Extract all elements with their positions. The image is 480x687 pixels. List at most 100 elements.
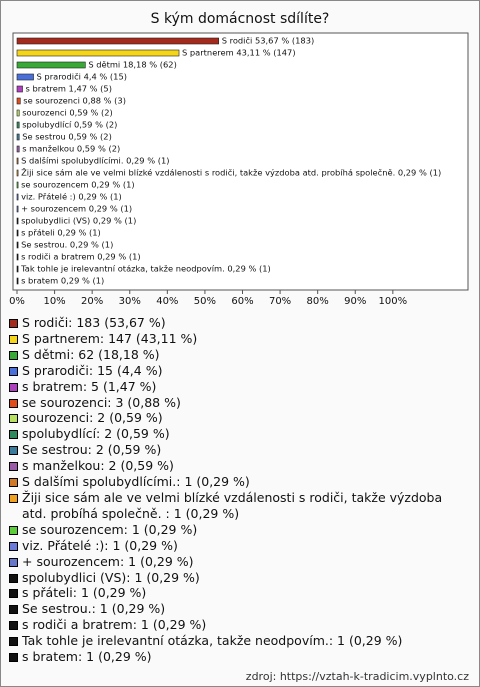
x-tick-label: 50%: [194, 296, 216, 307]
legend-label: Tak tohle je irelevantní otázka, takže n…: [22, 633, 403, 649]
legend-item: Se sestrou: 2 (0,59 %): [9, 442, 469, 458]
legend-marker: [9, 637, 18, 647]
legend-marker: [9, 334, 18, 344]
legend-label: sourozenci: 2 (0,59 %): [22, 410, 163, 426]
bar: [16, 277, 19, 285]
legend-label: S rodiči: 183 (53,67 %): [22, 315, 166, 330]
legend-label: + sourozencem: 1 (0,29 %): [22, 553, 194, 569]
bar-label: Žiji sice sám ale ve velmi blízké vzdále…: [21, 167, 441, 178]
legend-item: se sourozencem: 1 (0,29 %): [9, 522, 469, 538]
legend-label: spolubydlici (VS): 1 (0,29 %): [22, 569, 200, 585]
legend-marker: [9, 573, 18, 583]
bar: [16, 37, 220, 45]
legend-marker: [9, 319, 18, 328]
legend-marker: [9, 478, 18, 488]
legend-item: spolubydlící: 2 (0,59 %): [9, 426, 469, 442]
bar-label: viz. Přátelé :) 0,29 % (1): [21, 192, 122, 202]
legend-item: Žiji sice sám ale ve velmi blízké vzdále…: [9, 490, 469, 522]
legend: S rodiči: 183 (53,67 %) S partnerem: 147 …: [9, 315, 469, 665]
bar-label: Se sestrou 0,59 % (2): [22, 132, 112, 142]
bar-label: s manželkou 0,59 % (2): [22, 144, 120, 154]
x-tick-label: 10%: [43, 296, 65, 307]
legend-label: viz. Přátelé :): 1 (0,29 %): [22, 537, 178, 553]
legend-marker: [9, 430, 18, 440]
bar-label: se sourozencem 0,29 % (1): [21, 180, 135, 190]
legend-marker: [9, 350, 18, 360]
legend-marker: [9, 398, 18, 408]
bar: [16, 229, 19, 237]
legend-marker: [9, 462, 18, 472]
bar: [16, 109, 20, 117]
legend-item: S dalšími spolubydlícími.: 1 (0,29 %): [9, 474, 469, 490]
legend-marker: [9, 605, 18, 615]
bar: [16, 169, 19, 177]
legend-marker: [9, 541, 18, 551]
legend-marker: [9, 382, 18, 392]
legend-item: s bratrem: 5 (1,47 %): [9, 379, 469, 395]
bar-label: S dětmi 18,18 % (62): [88, 60, 177, 70]
x-tick-label: 60%: [231, 296, 253, 307]
legend-label: s přáteli: 1 (0,29 %): [22, 585, 147, 601]
bar: [16, 217, 19, 225]
legend-label: se sourozenci: 3 (0,88 %): [22, 394, 181, 410]
legend-marker: [9, 493, 18, 503]
bar: [16, 241, 19, 249]
bar-label: Tak tohle je irelevantní otázka, takže n…: [20, 264, 271, 274]
bar-label: s bratem 0,29 % (1): [21, 276, 104, 286]
legend-marker: [9, 589, 18, 599]
legend-label: se sourozencem: 1 (0,29 %): [22, 521, 198, 537]
legend-marker: [9, 446, 18, 456]
chart-title: S kým domácnost sdílíte?: [151, 11, 330, 27]
bar: [16, 49, 180, 57]
legend-label: spolubydlící: 2 (0,59 %): [22, 426, 170, 442]
source: zdroj: https://vztah-k-tradicim.vyplnto.…: [245, 670, 469, 683]
bar: [16, 97, 21, 105]
legend-label: S dalšími spolubydlícími.: 1 (0,29 %): [22, 474, 250, 490]
legend-label: s rodiči a bratrem: 1 (0,29 %): [22, 617, 207, 633]
legend-label: s bratem: 1 (0,29 %): [22, 649, 152, 665]
legend-item: s přáteli: 1 (0,29 %): [9, 585, 469, 601]
legend-marker: [9, 653, 18, 663]
x-tick-label: 20%: [81, 296, 103, 307]
bar: [16, 193, 19, 201]
plot-frame: [12, 32, 469, 291]
legend-item: spolubydlici (VS): 1 (0,29 %): [9, 570, 469, 586]
legend-label: s manželkou: 2 (0,59 %): [22, 458, 174, 474]
legend-item: s bratem: 1 (0,29 %): [9, 649, 469, 665]
x-tick-label: 30%: [119, 296, 141, 307]
bar-label: + sourozencem 0,29 % (1): [21, 204, 132, 214]
x-tick-label: 80%: [307, 296, 329, 307]
bar: [16, 85, 23, 93]
legend-item: Tak tohle je irelevantní otázka, takže n…: [9, 633, 469, 649]
bar-label: spolubydlící 0,59 % (2): [22, 120, 117, 130]
legend-marker: [9, 414, 18, 424]
legend-marker: [9, 621, 18, 631]
bar-label: S partnerem 43,11 % (147): [182, 48, 296, 58]
legend-item: S dětmi: 62 (18,18 %): [9, 347, 469, 363]
bar-label: s bratrem 1,47 % (5): [26, 84, 112, 94]
bar: [16, 73, 34, 81]
legend-item: S rodiči: 183 (53,67 %): [9, 315, 469, 331]
legend-item: s rodiči a bratrem: 1 (0,29 %): [9, 617, 469, 633]
bar: [16, 121, 20, 129]
bar-label: se sourozenci 0,88 % (3): [23, 96, 126, 106]
legend-item: sourozenci: 2 (0,59 %): [9, 410, 469, 426]
bar: [16, 157, 19, 165]
x-tick-label: 70%: [269, 296, 291, 307]
x-tick-label: 0%: [9, 296, 25, 307]
legend-label: Žiji sice sám ale ve velmi blízké vzdále…: [22, 489, 443, 521]
bar-label: S rodiči 53,67 % (183): [222, 36, 315, 46]
bar: [16, 61, 86, 69]
legend-label: Se sestrou: 2 (0,59 %): [22, 442, 162, 458]
legend-marker: [9, 366, 18, 376]
bar: [16, 253, 19, 261]
legend-label: S partnerem: 147 (43,11 %): [22, 330, 198, 346]
legend-marker: [9, 557, 18, 567]
legend-marker: [9, 525, 18, 535]
x-tick-label: 40%: [156, 296, 178, 307]
bar-label: s rodiči a bratrem 0,29 % (1): [21, 252, 141, 262]
legend-item: viz. Přátelé :): 1 (0,29 %): [9, 538, 469, 554]
bar-label: sourozenci 0,59 % (2): [22, 108, 113, 118]
legend-item: S partnerem: 147 (43,11 %): [9, 331, 469, 347]
bar-label: spolubydlici (VS) 0,29 % (1): [21, 216, 136, 226]
